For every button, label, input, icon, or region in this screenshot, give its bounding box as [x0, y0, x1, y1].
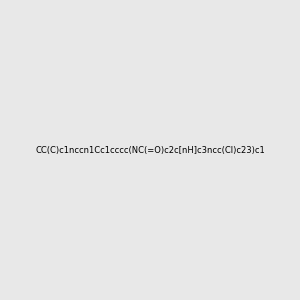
Text: CC(C)c1nccn1Cc1cccc(NC(=O)c2c[nH]c3ncc(Cl)c23)c1: CC(C)c1nccn1Cc1cccc(NC(=O)c2c[nH]c3ncc(C…: [35, 146, 265, 154]
